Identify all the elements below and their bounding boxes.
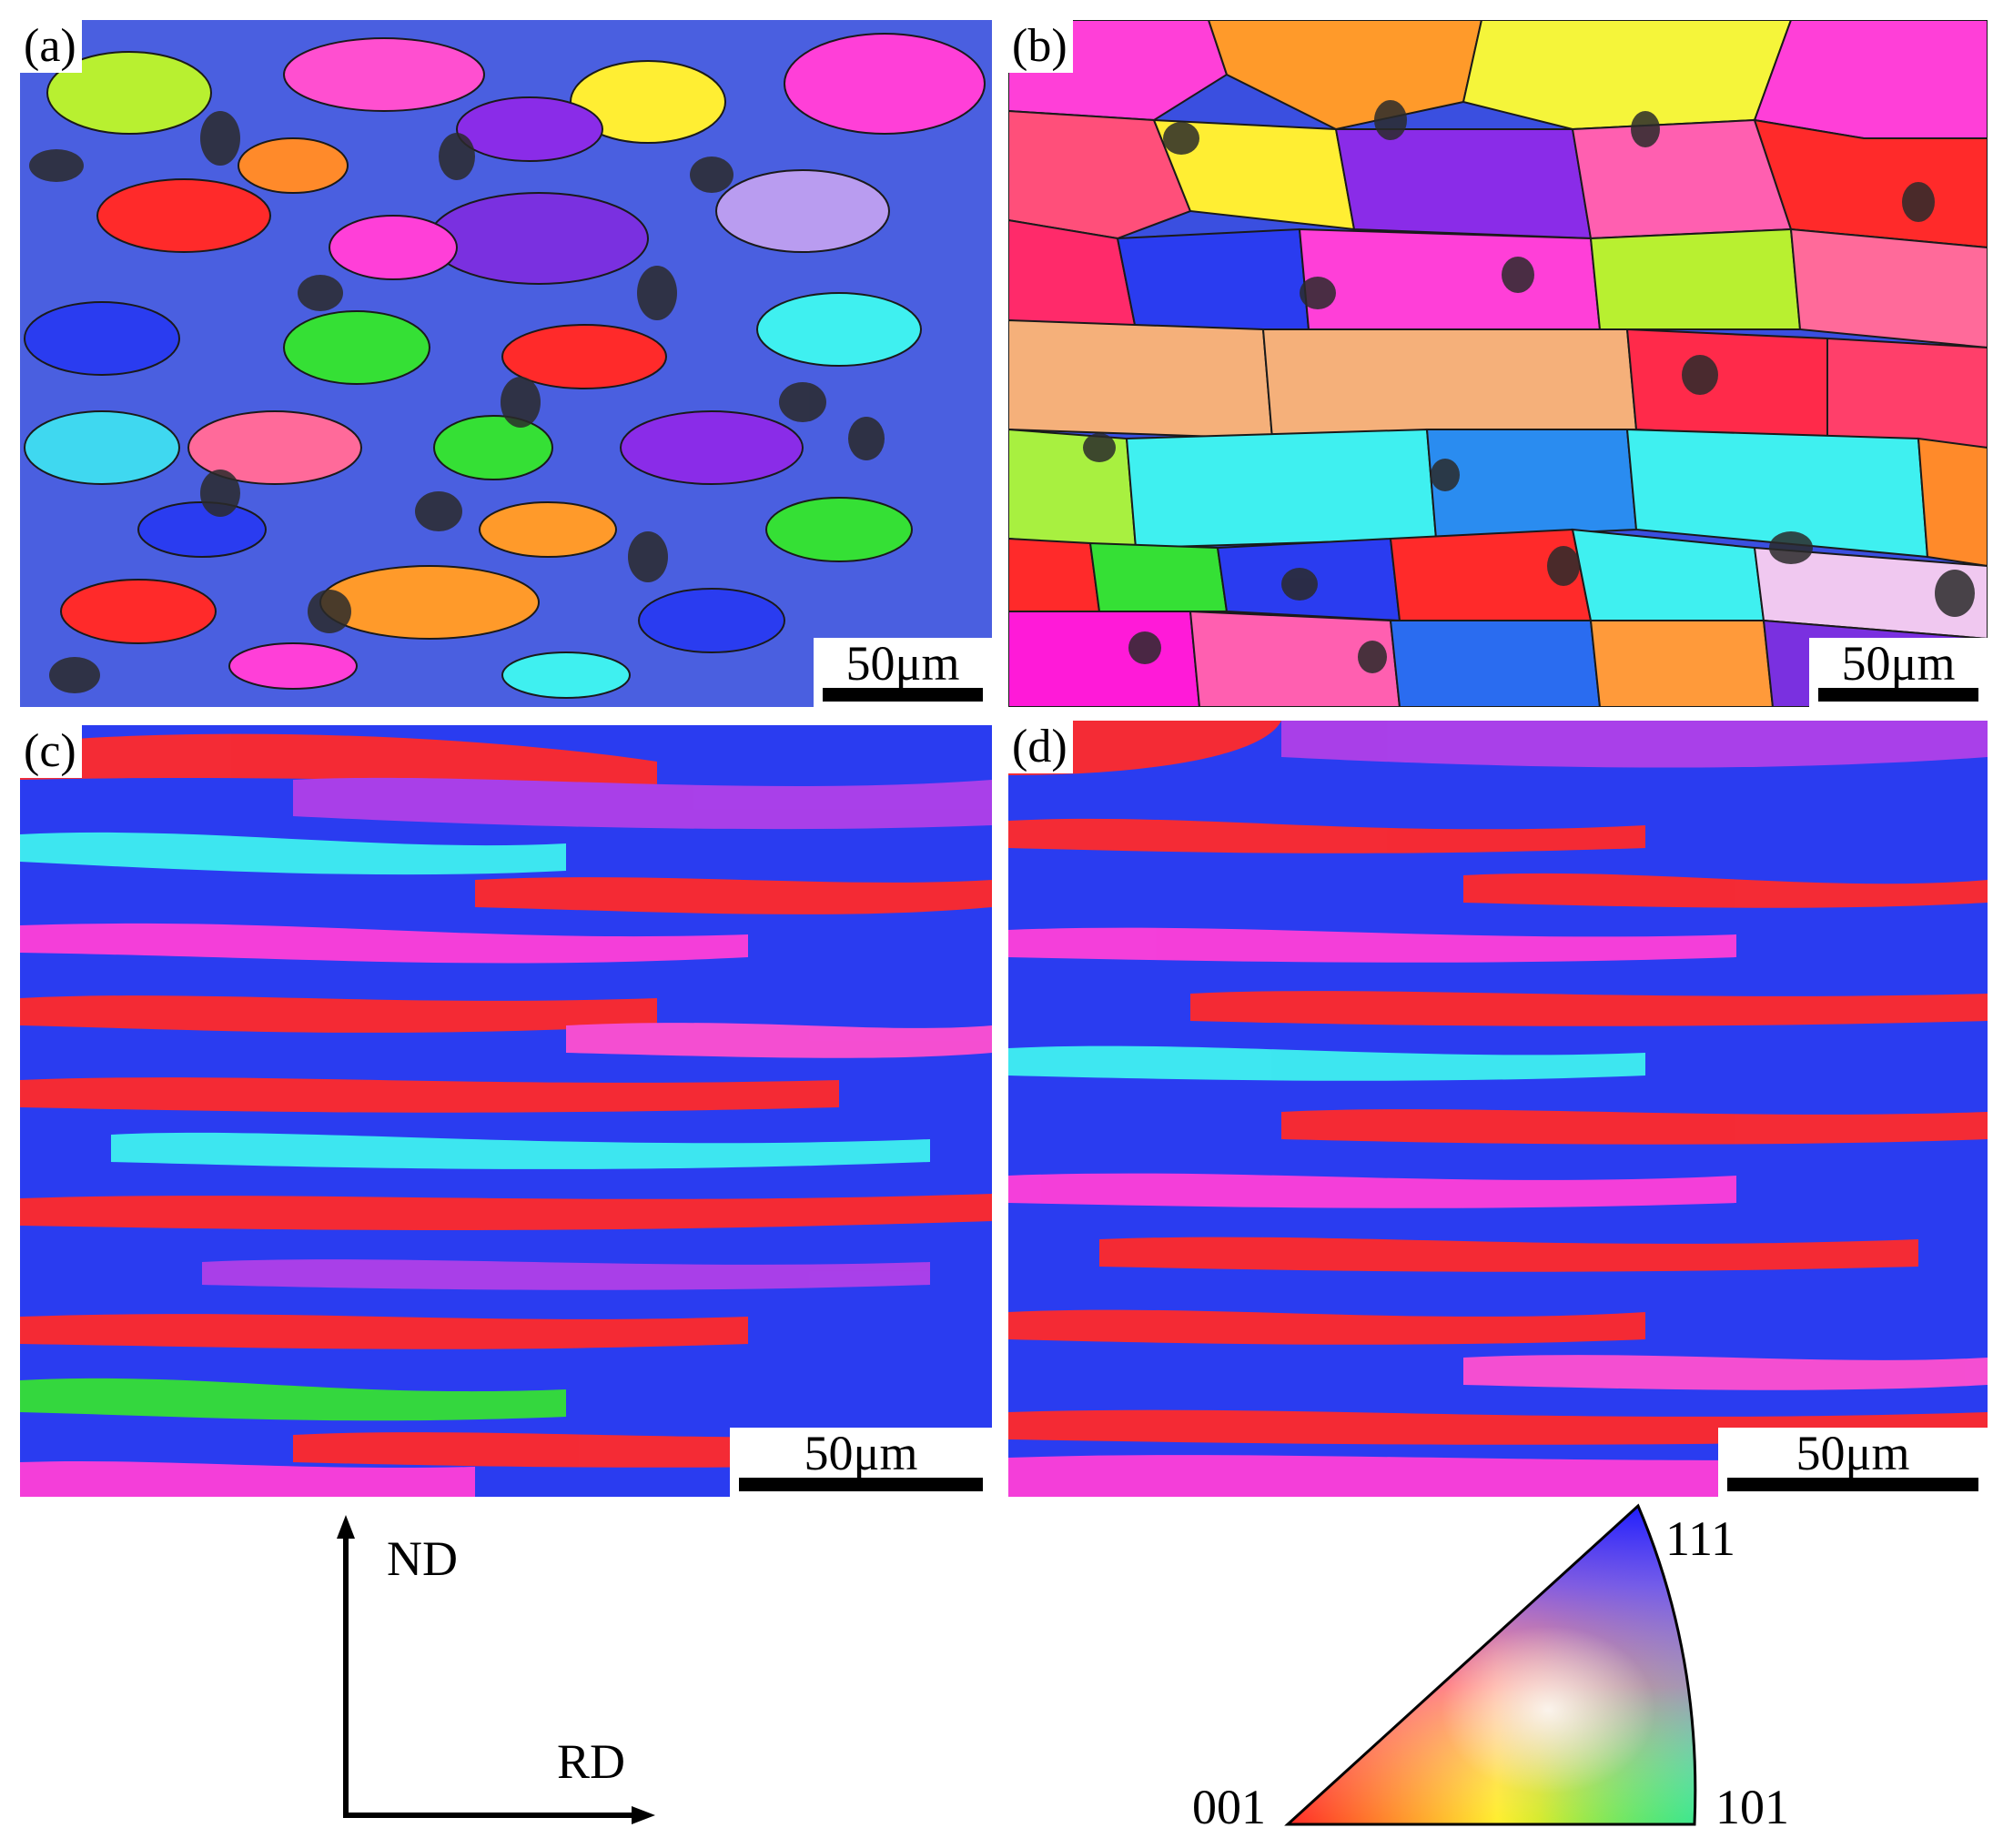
rd-arrow-head xyxy=(632,1806,655,1824)
scale-bar-label-c: 50μm xyxy=(804,1426,918,1480)
ebsd-grains-b xyxy=(1008,20,1988,707)
panel-label-c: (c) xyxy=(20,725,82,778)
scale-bar-a: 50μm xyxy=(814,638,992,707)
nd-arrow-head xyxy=(337,1515,355,1539)
scale-bar-line-b xyxy=(1818,688,1978,702)
ipf-corner-101: 101 xyxy=(1715,1780,1789,1834)
scale-bar-b: 50μm xyxy=(1809,638,1988,707)
scale-bar-line-a xyxy=(823,688,983,702)
nd-label: ND xyxy=(387,1531,458,1586)
ebsd-grains-d xyxy=(1008,721,1988,1497)
ebsd-map-b: (b) 50μm xyxy=(1008,20,1988,707)
sample-axes xyxy=(337,1515,655,1824)
scale-bar-label-d: 50μm xyxy=(1796,1426,1910,1480)
ebsd-grains-a xyxy=(20,20,992,707)
ipf-corner-111: 111 xyxy=(1665,1511,1735,1566)
panel-label-d: (d) xyxy=(1008,721,1073,773)
ipf-legend-triangle xyxy=(1284,1503,1697,1826)
ebsd-map-a: (a) 50μm xyxy=(20,20,992,707)
scale-bar-label-b: 50μm xyxy=(1841,636,1956,691)
scale-bar-label-a: 50μm xyxy=(845,636,960,691)
scale-bar-line-d xyxy=(1727,1478,1978,1491)
ebsd-map-c: (c) 50μm xyxy=(20,725,992,1497)
scale-bar-line-c xyxy=(739,1478,983,1491)
panel-label-b: (b) xyxy=(1008,20,1073,73)
ipf-triangle-outline xyxy=(1284,1503,1697,1826)
ipf-corner-001: 001 xyxy=(1192,1780,1266,1834)
scale-bar-d: 50μm xyxy=(1718,1428,1988,1497)
ebsd-map-d: (d) 50μm xyxy=(1008,721,1988,1497)
rd-label: RD xyxy=(557,1734,626,1789)
panel-label-a: (a) xyxy=(20,20,82,73)
scale-bar-c: 50μm xyxy=(730,1428,992,1497)
ebsd-grains-c xyxy=(20,725,992,1497)
